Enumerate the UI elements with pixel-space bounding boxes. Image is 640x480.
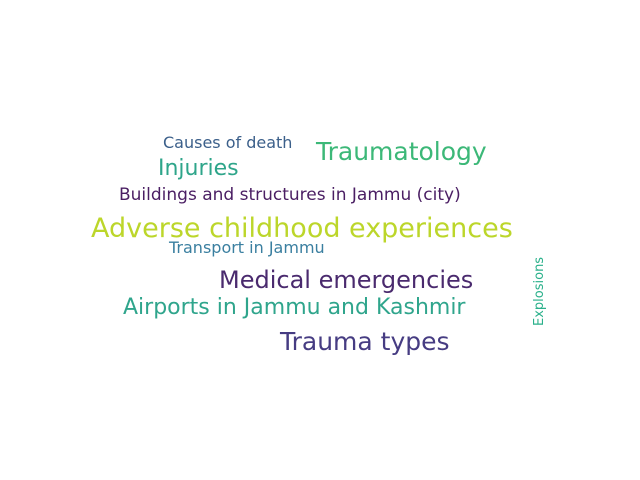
word-transport-in-jammu: Transport in Jammu: [169, 238, 325, 257]
word-airports-in-jammu-and-kashmir: Airports in Jammu and Kashmir: [123, 295, 466, 320]
word-causes-of-death: Causes of death: [163, 133, 293, 152]
word-medical-emergencies: Medical emergencies: [219, 266, 474, 294]
word-injuries: Injuries: [158, 156, 239, 181]
word-trauma-types: Trauma types: [280, 327, 450, 356]
word-traumatology: Traumatology: [316, 137, 487, 166]
word-buildings-and-structures-in-jammu: Buildings and structures in Jammu (city): [119, 185, 461, 205]
word-adverse-childhood-experiences: Adverse childhood experiences: [91, 213, 513, 244]
word-explosions: Explosions: [532, 256, 547, 326]
